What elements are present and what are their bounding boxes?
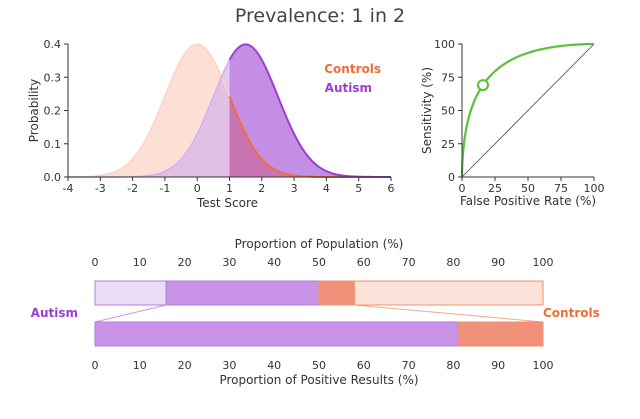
distribution-chart: -4 -3 -2 -1 0 1 2 3 4 5 6 0.0 0.1 0.2 0.3 0.4 Test Score… <box>27 38 395 210</box>
bottom-tick-label: 100 <box>533 359 554 372</box>
top-tick-label: 80 <box>446 256 460 269</box>
x-tick-label: 100 <box>584 182 605 195</box>
legend-autism: Autism <box>325 81 372 95</box>
x-tick-label: 25 <box>488 182 502 195</box>
y-tick-label: 0.0 <box>44 171 62 184</box>
top-tick-label: 10 <box>133 256 147 269</box>
x-tick-label: 1 <box>226 182 233 195</box>
x-tick-label: -2 <box>127 182 138 195</box>
y-axis-label: Sensitivity (%) <box>420 67 434 154</box>
top-tick-label: 30 <box>222 256 236 269</box>
series-positive-fill-controls <box>229 96 391 177</box>
x-tick-label: -3 <box>95 182 106 195</box>
x-tick-label: 0 <box>194 182 201 195</box>
autism-side-label: Autism <box>31 306 78 320</box>
y-tick-label: 0.1 <box>44 138 62 151</box>
x-tick-label: 5 <box>355 182 362 195</box>
y-tick-label: 0.3 <box>44 71 62 84</box>
top-tick-label: 60 <box>357 256 371 269</box>
bar-segment-controls-false-positive <box>458 321 544 347</box>
y-tick-label: 0.2 <box>44 105 62 118</box>
x-tick-label: 0 <box>459 182 466 195</box>
top-tick-label: 40 <box>267 256 281 269</box>
x-tick-label: 2 <box>258 182 265 195</box>
bottom-tick-label: 90 <box>491 359 505 372</box>
bar-segment-autism-true-positive <box>165 280 320 306</box>
top-tick-label: 70 <box>402 256 416 269</box>
bar-segment-controls-true-negative <box>353 280 544 306</box>
bottom-tick-label: 50 <box>312 359 326 372</box>
bar-segment-autism-true-positive <box>94 321 460 347</box>
bottom-tick-label: 60 <box>357 359 371 372</box>
x-axis-label: False Positive Rate (%) <box>460 194 596 208</box>
top-tick-label: 0 <box>92 256 99 269</box>
y-tick-label: 25 <box>441 138 455 151</box>
bottom-tick-label: 70 <box>402 359 416 372</box>
x-tick-label: 6 <box>388 182 395 195</box>
top-axis-label: Proportion of Population (%) <box>235 237 404 251</box>
y-axis-label: Probability <box>27 79 41 142</box>
top-tick-label: 90 <box>491 256 505 269</box>
y-tick-label: 100 <box>434 38 455 51</box>
x-tick-label: 3 <box>291 182 298 195</box>
proportion-bars: Proportion of Population (%) 0 10 20 30 40 50 6… <box>31 237 600 387</box>
x-tick-label: 75 <box>554 182 568 195</box>
chance-line <box>461 43 595 178</box>
top-tick-label: 100 <box>533 256 554 269</box>
y-tick-label: 50 <box>441 105 455 118</box>
y-tick-label: 0.4 <box>44 38 62 51</box>
bottom-tick-label: 40 <box>267 359 281 372</box>
bottom-tick-label: 20 <box>178 359 192 372</box>
bottom-tick-label: 0 <box>92 359 99 372</box>
controls-side-label: Controls <box>543 306 600 320</box>
bottom-axis-label: Proportion of Positive Results (%) <box>219 373 418 387</box>
bottom-tick-label: 10 <box>133 359 147 372</box>
operating-point-marker <box>476 79 489 92</box>
figure-title: Prevalence: 1 in 2 <box>235 5 405 27</box>
x-tick-label: 4 <box>323 182 330 195</box>
y-tick-label: 0 <box>448 171 455 184</box>
x-tick-label: -1 <box>159 182 170 195</box>
x-axis-label: Test Score <box>196 196 258 210</box>
connector-controls <box>354 304 544 323</box>
top-tick-label: 50 <box>312 256 326 269</box>
top-tick-label: 20 <box>178 256 192 269</box>
bottom-tick-label: 80 <box>446 359 460 372</box>
bar-segment-autism-false-negative <box>94 280 167 306</box>
x-tick-label: 50 <box>521 182 535 195</box>
legend-controls: Controls <box>324 62 381 76</box>
y-tick-label: 75 <box>441 71 455 84</box>
bottom-tick-label: 30 <box>222 359 236 372</box>
bar-segment-controls-false-positive <box>318 280 355 306</box>
connector-autism <box>94 304 167 323</box>
x-tick-label: -4 <box>63 182 74 195</box>
